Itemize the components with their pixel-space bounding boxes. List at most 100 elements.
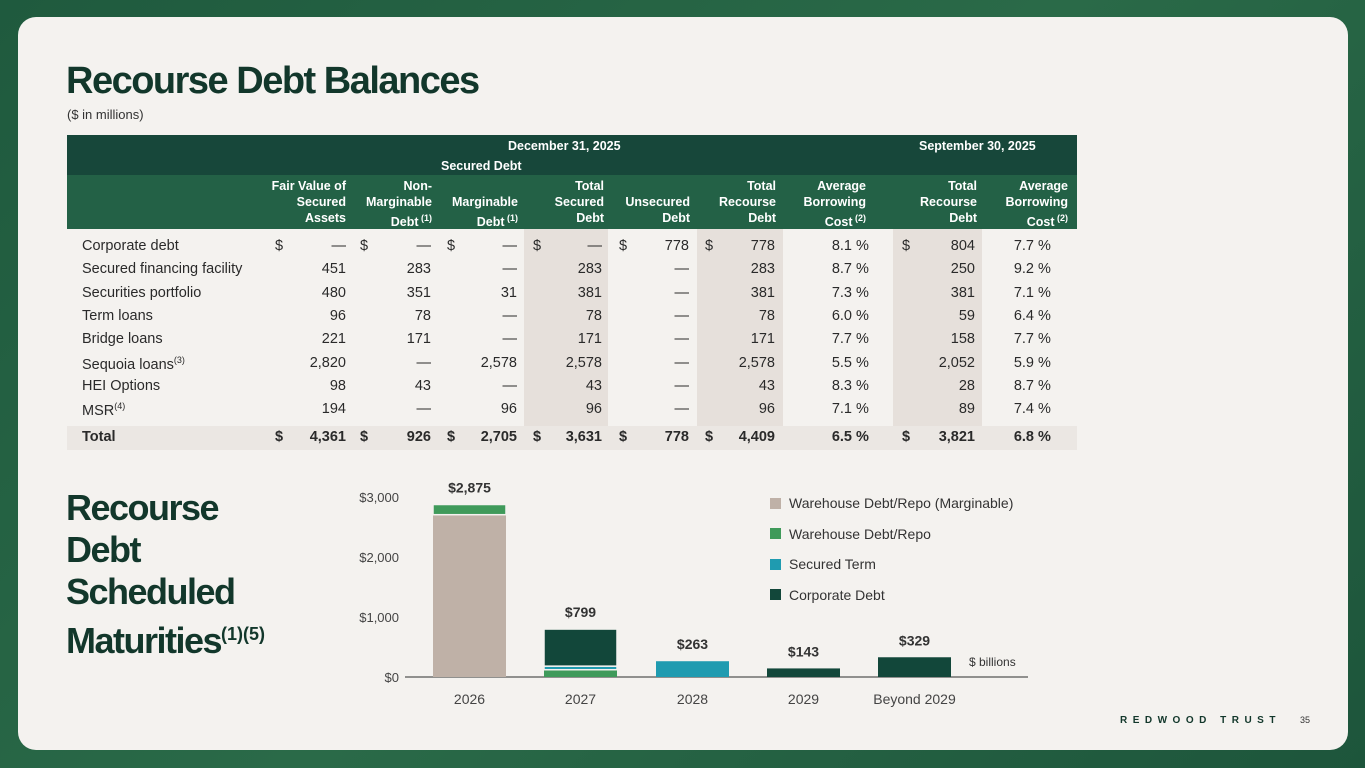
cell-value: — bbox=[502, 238, 518, 254]
secured-debt-group-header: Secured Debt bbox=[441, 159, 522, 173]
cell-value: 2,578 bbox=[565, 354, 602, 371]
brand-logo: REDWOOD TRUST bbox=[1120, 715, 1281, 726]
table-row: Secured financing facility 451 283 — 283 — 283… bbox=[67, 258, 1077, 281]
currency-symbol: $ bbox=[533, 238, 542, 254]
percent-symbol: % bbox=[856, 284, 869, 301]
cell-value: 6.8 bbox=[1013, 429, 1034, 445]
cell-value: 7.7 bbox=[1013, 331, 1034, 348]
unit-note: $ billions bbox=[969, 655, 1016, 669]
row-label: Total bbox=[82, 429, 116, 445]
cell-value: 78 bbox=[414, 307, 431, 324]
legend-swatch bbox=[770, 528, 781, 539]
shade-total-secured bbox=[524, 229, 608, 450]
cell-value: 43 bbox=[758, 377, 775, 394]
percent-symbol: % bbox=[856, 429, 869, 445]
percent-symbol: % bbox=[856, 331, 869, 348]
legend-item: Warehouse Debt/Repo (Marginable) bbox=[770, 495, 1013, 511]
cell-value: 96 bbox=[329, 307, 346, 324]
cell-value: 158 bbox=[950, 331, 975, 348]
cell-value: 4,409 bbox=[738, 429, 775, 445]
column-header: Average Borrowing Cost (2) bbox=[1006, 178, 1069, 230]
cell-value: — bbox=[502, 377, 518, 394]
column-header-line: Fair Value of bbox=[271, 179, 346, 193]
cell-value: 3,821 bbox=[938, 429, 975, 445]
percent-symbol: % bbox=[1038, 429, 1051, 445]
cell-value: 804 bbox=[950, 238, 975, 254]
cell-value: 5.5 bbox=[831, 354, 852, 371]
cell-value: 31 bbox=[500, 284, 517, 301]
currency-symbol: $ bbox=[902, 238, 911, 254]
row-label: MSR(4) bbox=[82, 401, 126, 419]
cell-value: 9.2 bbox=[1013, 261, 1034, 278]
percent-symbol: % bbox=[1038, 331, 1051, 348]
x-tick-label: 2026 bbox=[454, 691, 485, 707]
x-tick-label: 2029 bbox=[788, 691, 819, 707]
cell-value: 6.0 bbox=[831, 307, 852, 324]
legend-label: Corporate Debt bbox=[789, 586, 885, 603]
column-header-line: Recourse bbox=[920, 195, 977, 209]
subtitle: ($ in millions) bbox=[67, 107, 144, 122]
cell-value: 283 bbox=[577, 261, 602, 278]
cell-value: 2,578 bbox=[738, 354, 775, 371]
column-header-line: Total bbox=[948, 179, 977, 193]
x-tick-label: Beyond 2029 bbox=[873, 691, 956, 707]
cell-value: — bbox=[674, 377, 690, 394]
y-tick-label: $2,000 bbox=[359, 550, 399, 565]
column-header-line: Cost (2) bbox=[1026, 213, 1068, 230]
row-label: Term loans bbox=[82, 307, 153, 324]
legend-swatch bbox=[770, 558, 781, 570]
column-header-line: Average bbox=[817, 179, 866, 193]
page-title: Recourse Debt Balances bbox=[66, 60, 480, 102]
row-label: Secured financing facility bbox=[82, 261, 243, 278]
cell-value: 381 bbox=[750, 284, 775, 301]
cell-value: — bbox=[331, 238, 347, 254]
cell-value: 8.1 bbox=[831, 238, 852, 254]
percent-symbol: % bbox=[1038, 377, 1051, 394]
bar-segment bbox=[433, 514, 506, 677]
cell-value: 171 bbox=[750, 331, 775, 348]
cell-value: 59 bbox=[958, 307, 975, 324]
section-title-text: Recourse Debt Scheduled Maturities(1)(5) bbox=[66, 487, 336, 662]
cell-value: 480 bbox=[321, 284, 346, 301]
percent-symbol: % bbox=[1038, 238, 1051, 254]
table-row: HEI Options 98 43 — 43 — 43 8.3% 28 8.7% bbox=[67, 375, 1077, 398]
cell-value: — bbox=[416, 238, 432, 254]
table-row: Corporate debt $ — $ — $ — $ — $778 $778 8.1% $804 7.… bbox=[67, 235, 1077, 258]
footnote-marker: (1) bbox=[504, 213, 518, 223]
footnote-marker: (2) bbox=[852, 213, 866, 223]
percent-symbol: % bbox=[856, 377, 869, 394]
percent-symbol: % bbox=[856, 354, 869, 371]
cell-value: 7.7 bbox=[1013, 238, 1034, 254]
percent-symbol: % bbox=[1038, 354, 1051, 371]
column-header-line: Borrowing bbox=[1005, 195, 1069, 209]
section-title-word: Recourse bbox=[66, 487, 220, 528]
row-label: Sequoia loans(3) bbox=[82, 354, 185, 373]
bar-total-label: $329 bbox=[899, 632, 930, 648]
cell-value: 2,578 bbox=[480, 354, 517, 371]
cell-value: 194 bbox=[321, 401, 346, 418]
cell-value: 2,052 bbox=[938, 354, 975, 371]
table-row: MSR(4) 194 — 96 96 — 96 7.1% 89 7.4% bbox=[67, 398, 1077, 421]
currency-symbol: $ bbox=[275, 429, 284, 445]
currency-symbol: $ bbox=[902, 429, 911, 445]
row-label: Bridge loans bbox=[82, 331, 163, 348]
percent-symbol: % bbox=[1038, 261, 1051, 278]
bar-segment bbox=[767, 668, 840, 677]
currency-symbol: $ bbox=[447, 238, 456, 254]
cell-value: 8.7 bbox=[831, 261, 852, 278]
footnote-marker: (2) bbox=[1054, 213, 1068, 223]
column-header-line: Assets bbox=[305, 211, 346, 225]
footnote-marker: (4) bbox=[114, 401, 126, 412]
y-tick-label: $1,000 bbox=[359, 610, 399, 625]
section-title-footnote: (1)(5) bbox=[221, 624, 266, 644]
x-tick-label: 2028 bbox=[677, 691, 708, 707]
percent-symbol: % bbox=[1038, 284, 1051, 301]
cell-value: 283 bbox=[406, 261, 431, 278]
currency-symbol: $ bbox=[619, 429, 628, 445]
currency-symbol: $ bbox=[705, 429, 714, 445]
shade-total-recourse-dec bbox=[697, 229, 783, 450]
cell-value: — bbox=[502, 331, 518, 348]
column-header-line: Average bbox=[1019, 179, 1068, 193]
column-header-line: Recourse bbox=[719, 195, 776, 209]
cell-value: 4,361 bbox=[309, 429, 346, 445]
